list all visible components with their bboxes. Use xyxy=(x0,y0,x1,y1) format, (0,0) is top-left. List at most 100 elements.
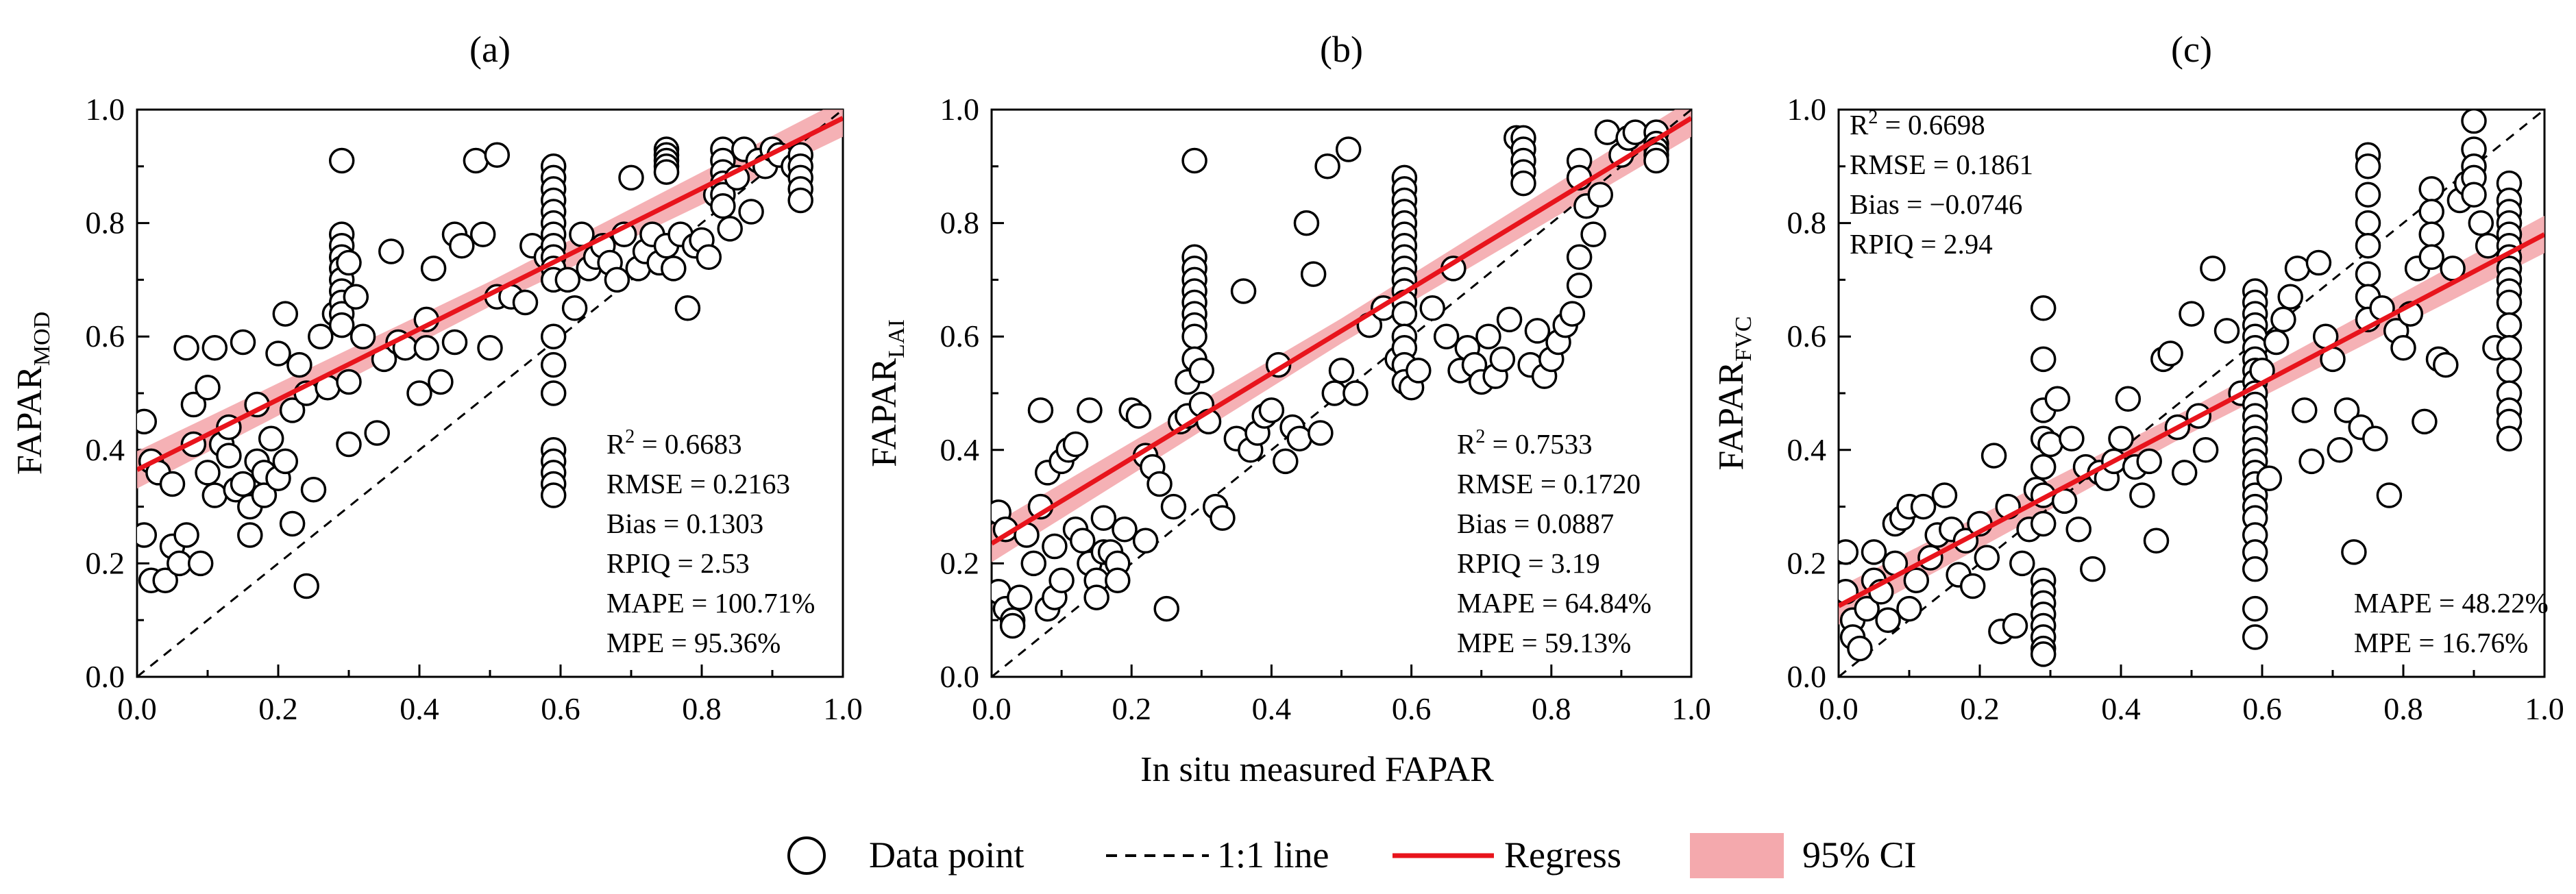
data-point xyxy=(2108,425,2134,451)
x-tick-label: 0.0 xyxy=(972,691,1011,726)
data-point xyxy=(1489,346,1516,373)
legend-data-point-label: Data point xyxy=(869,834,1024,876)
data-point xyxy=(2270,306,2296,333)
regression-line xyxy=(137,116,843,472)
data-point xyxy=(2213,318,2240,344)
data-point xyxy=(2179,301,2205,327)
data-point xyxy=(2496,358,2523,384)
x-tick-label: 0.8 xyxy=(682,691,722,726)
data-point xyxy=(1559,301,1586,327)
data-point xyxy=(512,289,539,316)
data-point xyxy=(2341,539,2367,565)
data-point xyxy=(1112,516,1138,543)
data-point xyxy=(540,380,567,406)
data-point xyxy=(336,431,362,458)
data-point xyxy=(449,232,475,259)
data-point xyxy=(364,420,390,446)
data-point xyxy=(1027,397,1054,423)
data-point xyxy=(2496,335,2523,361)
y-axis-title-main: FAPAR xyxy=(865,358,904,467)
data-point xyxy=(2461,182,2487,208)
data-point xyxy=(1210,505,1236,531)
data-point xyxy=(2030,295,2057,321)
legend-regress-label: Regress xyxy=(1504,834,1621,876)
data-point xyxy=(2327,437,2353,463)
data-point xyxy=(152,567,178,593)
shared-x-axis-title: In situ measured FAPAR xyxy=(1140,750,1494,789)
data-point xyxy=(279,510,306,537)
data-point xyxy=(2030,454,2057,480)
x-tick-label: 0.0 xyxy=(1819,691,1859,726)
data-point xyxy=(696,244,722,271)
y-axis-title: FAPARFVC xyxy=(1712,316,1756,470)
stat-line: MAPE = 48.22% xyxy=(2354,587,2549,619)
stat-line: R2 = 0.6698 xyxy=(1850,107,1985,140)
data-point xyxy=(2242,624,2268,650)
data-point xyxy=(441,329,468,356)
y-tick-label: 0.6 xyxy=(1787,319,1827,353)
data-point xyxy=(1903,567,1930,593)
data-point xyxy=(674,295,701,321)
data-point xyxy=(167,550,193,577)
data-point xyxy=(1931,482,1958,508)
panel-label: (a) xyxy=(469,29,511,70)
data-point xyxy=(653,159,680,185)
data-point xyxy=(2298,448,2324,475)
data-point xyxy=(216,443,242,469)
data-point xyxy=(1839,539,1859,565)
y-axis-title-main: FAPAR xyxy=(1712,361,1751,470)
data-point xyxy=(477,335,503,361)
data-point xyxy=(2355,153,2381,179)
data-point xyxy=(1524,318,1551,344)
y-axis-title: FAPARLAI xyxy=(865,319,909,467)
data-point xyxy=(2256,465,2283,491)
data-point xyxy=(2263,329,2290,356)
data-point xyxy=(1335,136,1362,162)
data-point xyxy=(406,380,432,406)
stat-r2-value: = 0.6698 xyxy=(1878,109,1985,140)
y-tick-label: 0.0 xyxy=(940,659,980,694)
data-point xyxy=(173,522,199,548)
data-point xyxy=(1181,147,1207,174)
data-point xyxy=(710,193,736,219)
data-point xyxy=(265,340,291,367)
data-point xyxy=(1406,358,1432,384)
data-point xyxy=(279,397,306,423)
x-tick-label: 0.8 xyxy=(1532,691,1571,726)
x-tick-label: 1.0 xyxy=(2525,691,2564,726)
data-point xyxy=(2136,448,2162,475)
data-point xyxy=(159,471,186,497)
data-point xyxy=(1959,573,1986,599)
data-point xyxy=(1300,261,1327,287)
data-point xyxy=(328,312,355,338)
stat-line: MAPE = 64.84% xyxy=(1457,587,1652,619)
y-tick-label: 0.6 xyxy=(86,319,125,353)
data-point xyxy=(2355,210,2381,236)
stat-line: Bias = 0.0887 xyxy=(1457,508,1614,539)
data-point xyxy=(540,351,567,378)
data-point xyxy=(1496,306,1523,333)
x-tick-label: 0.6 xyxy=(1392,691,1432,726)
data-point xyxy=(251,482,278,508)
data-point xyxy=(2044,386,2071,412)
legend-ci-label: 95% CI xyxy=(1802,834,1916,876)
stat-line: R2 = 0.7533 xyxy=(1457,426,1593,460)
data-point xyxy=(2009,550,2035,577)
plot-area xyxy=(1839,110,2544,677)
panel-2: (b) 0.0 0.2 0.4 0.6 0.8 1.0 0.0 0.2 0.4 0.6 0.8 1.0 F… xyxy=(865,29,1711,726)
data-point xyxy=(1391,301,1418,327)
data-point xyxy=(137,522,158,548)
data-point xyxy=(378,238,404,264)
data-point xyxy=(2129,482,2155,508)
data-point xyxy=(230,329,256,356)
data-point xyxy=(1286,425,1312,451)
y-tick-label: 0.4 xyxy=(940,432,980,467)
y-tick-label: 0.8 xyxy=(86,206,125,240)
data-point xyxy=(1146,471,1173,497)
data-point xyxy=(561,295,588,321)
plot-area xyxy=(992,110,1691,677)
y-tick-label: 0.8 xyxy=(940,206,980,240)
stat-r2-value: = 0.7533 xyxy=(1485,428,1592,460)
y-tick-label: 0.2 xyxy=(1787,545,1827,580)
